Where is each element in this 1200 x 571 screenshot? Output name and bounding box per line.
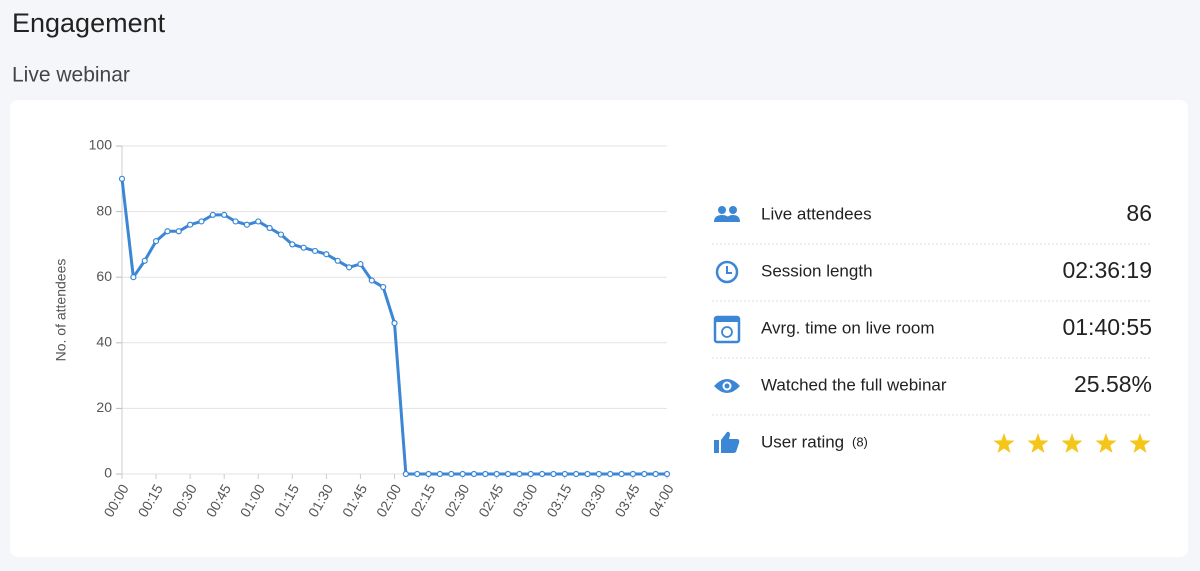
point [573, 470, 580, 478]
point [266, 224, 273, 232]
card [10, 100, 1188, 557]
point [345, 264, 353, 271]
y-tick-label: 0 [104, 465, 112, 481]
point [357, 260, 364, 268]
point [652, 470, 659, 478]
point [527, 470, 534, 478]
point [221, 211, 228, 218]
point [141, 257, 148, 264]
point [130, 274, 137, 281]
point [232, 218, 239, 225]
point [436, 470, 444, 478]
clock-icon [715, 260, 739, 284]
point [459, 470, 466, 478]
stat-label: Session length [761, 261, 873, 280]
point [311, 247, 319, 255]
point [334, 257, 341, 264]
point [641, 470, 648, 478]
point [391, 320, 398, 327]
point [607, 470, 614, 478]
y-tick-label: 40 [96, 334, 112, 350]
stat-label: Live attendees [761, 204, 872, 223]
page-title: Engagement [12, 8, 166, 38]
star [1027, 433, 1049, 453]
point [243, 221, 250, 228]
stat-label: User rating [761, 432, 844, 451]
stat-value: 86 [1126, 200, 1152, 226]
point [118, 175, 126, 182]
point [448, 470, 455, 478]
point [425, 470, 432, 478]
point [380, 283, 387, 291]
point [482, 470, 489, 478]
point [289, 241, 296, 248]
point [152, 238, 160, 245]
star [993, 433, 1015, 453]
point [175, 228, 182, 235]
point [277, 231, 285, 238]
point [584, 470, 591, 478]
y-axis-title: No. of attendees [53, 259, 69, 362]
thumb-icon [714, 431, 740, 453]
people-icon [714, 206, 740, 222]
point [470, 470, 478, 478]
stat-value: 02:36:19 [1062, 257, 1152, 283]
point [516, 470, 523, 478]
section-title: Live webinar [12, 64, 130, 87]
point [629, 470, 637, 478]
point [561, 470, 568, 478]
star [1061, 433, 1083, 453]
y-tick-label: 20 [96, 399, 112, 415]
point [550, 470, 557, 478]
y-tick-label: 100 [89, 137, 113, 153]
stat-label: Avrg. time on live room [761, 318, 935, 337]
rating-count: (8) [852, 434, 868, 449]
stat-label: Watched the full webinar [761, 375, 947, 394]
point [539, 470, 546, 478]
star [1129, 433, 1151, 453]
stat-value: 25.58% [1074, 371, 1152, 397]
point [595, 470, 602, 478]
eye-icon [714, 379, 740, 393]
point [414, 470, 421, 478]
point [368, 277, 375, 284]
point [300, 244, 307, 251]
point [164, 228, 171, 235]
point [663, 470, 671, 478]
point [323, 251, 330, 258]
point [187, 221, 194, 228]
point [402, 470, 409, 478]
star [1095, 433, 1117, 453]
point [255, 218, 262, 225]
y-tick-label: 60 [96, 268, 112, 284]
room-icon [713, 315, 741, 344]
point [493, 470, 500, 478]
point [504, 470, 512, 478]
stat-value: 01:40:55 [1062, 314, 1152, 340]
point [618, 470, 625, 478]
point [198, 218, 205, 225]
y-tick-label: 80 [96, 202, 112, 218]
point [209, 211, 216, 218]
